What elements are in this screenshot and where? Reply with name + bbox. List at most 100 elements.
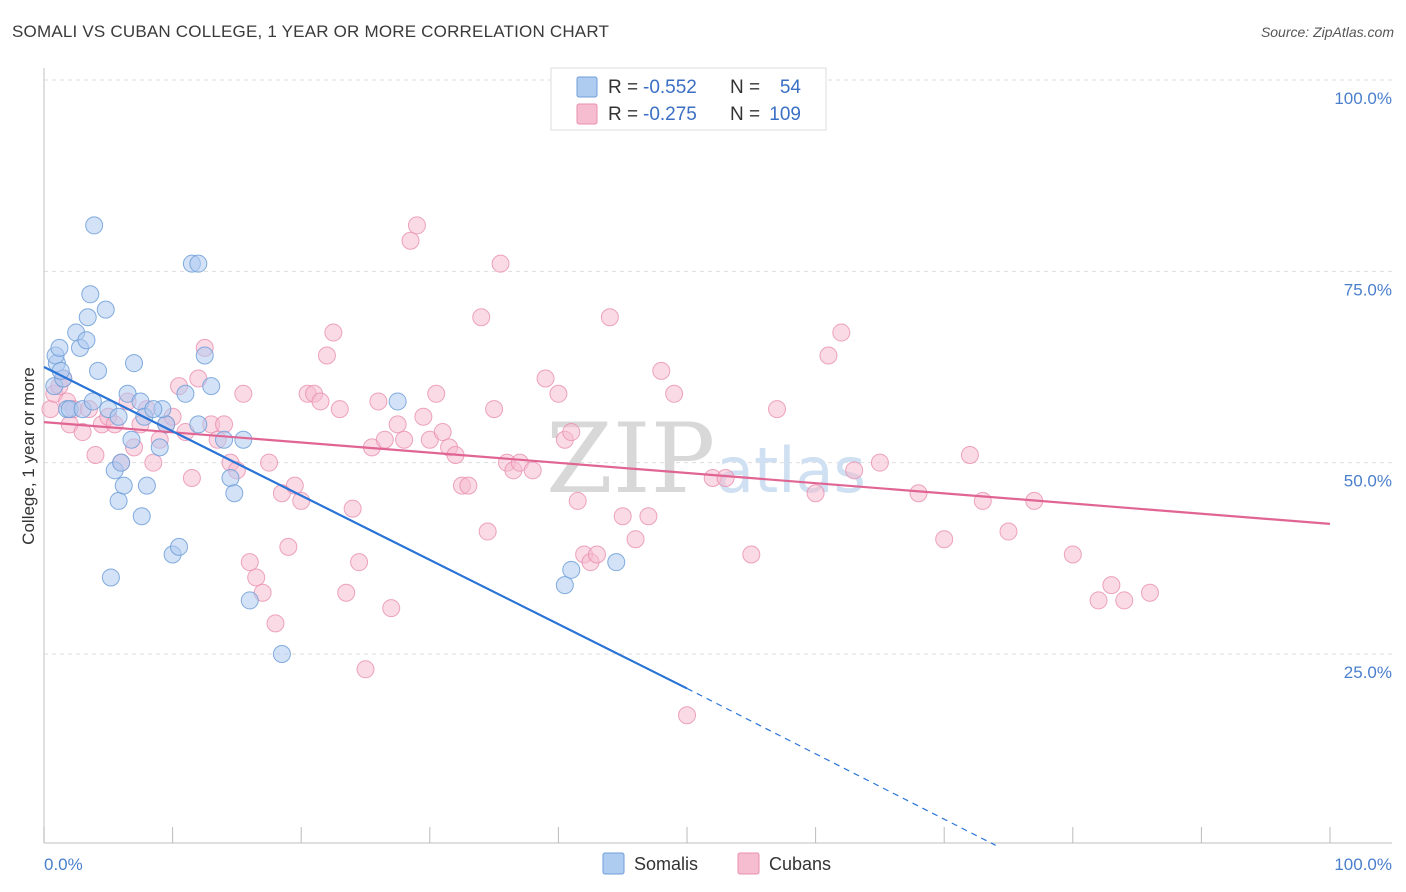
cuban-point [41, 400, 60, 419]
cuban-point [1140, 583, 1159, 602]
legend-swatch-somali [576, 76, 598, 98]
cuban-point [845, 461, 864, 480]
y-tick-label: 50.0% [1344, 472, 1392, 491]
somali-point [78, 308, 97, 327]
cuban-point [613, 507, 632, 526]
bottom-legend-swatch-somali [602, 852, 625, 875]
cuban-point [330, 400, 349, 419]
somali-point [221, 468, 240, 487]
cuban-point [485, 400, 504, 419]
somali-point [272, 645, 291, 663]
cuban-point [472, 308, 491, 327]
somali-point [607, 553, 626, 572]
cuban-point [678, 706, 696, 725]
somali-point [83, 392, 102, 411]
somali-point [125, 354, 144, 373]
somali-point [109, 491, 128, 510]
somali-point [112, 453, 131, 472]
x-tick-label: 0.0% [44, 855, 83, 874]
legend-somali-n-label: N = [730, 77, 760, 98]
cuban-point [626, 530, 645, 549]
cuban-point [536, 369, 555, 388]
somali-point [81, 285, 100, 304]
somali-point [89, 361, 108, 380]
cuban-point [870, 453, 889, 472]
cuban-point [999, 522, 1018, 541]
cuban-point [1089, 591, 1108, 610]
somali-points [45, 216, 626, 663]
somali-point [225, 484, 244, 503]
legend-cuban-r-value: -0.275 [643, 104, 697, 125]
somali-point [215, 430, 234, 449]
cuban-point [1102, 576, 1121, 595]
legend-cuban-r-label: R = [608, 104, 638, 125]
legend-somali-n-value: 54 [780, 77, 802, 98]
cuban-point [562, 423, 581, 442]
cuban-point [414, 407, 433, 426]
somali-point [51, 361, 70, 380]
cuban-point [73, 423, 92, 442]
axes [43, 68, 1392, 844]
cuban-point [832, 323, 851, 342]
cuban-point [260, 453, 279, 472]
legend-somali-r-label: R = [608, 77, 638, 98]
cuban-point [337, 583, 356, 602]
cuban-point [317, 346, 336, 365]
cuban-point [960, 446, 979, 465]
cuban-point [549, 384, 568, 403]
legend-cuban-n-value: 109 [769, 104, 801, 125]
x-ticks [43, 827, 1331, 843]
legend-somali-r-value: -0.552 [643, 77, 697, 98]
somali-point [85, 216, 104, 235]
cuban-trendline [43, 421, 1331, 525]
somali-point [170, 537, 189, 556]
somali-point [122, 430, 141, 449]
cuban-point [478, 522, 497, 541]
somali-point [562, 560, 581, 579]
cuban-point [401, 231, 420, 250]
cuban-point [639, 507, 658, 526]
cuban-point [523, 461, 542, 480]
bottom-legend-cuban: Cubans [769, 854, 831, 874]
x-tick-label: 100.0% [1334, 855, 1392, 874]
cuban-point [427, 384, 446, 403]
somali-point [176, 384, 195, 403]
cuban-point [819, 346, 838, 365]
trendlines [43, 366, 1331, 846]
somali-point [101, 568, 120, 587]
cuban-point [568, 491, 587, 510]
cuban-point [215, 415, 234, 434]
somali-point [189, 254, 208, 273]
cuban-point [935, 530, 954, 549]
legend-cuban-n-label: N = [730, 104, 760, 125]
cuban-point [716, 468, 735, 487]
cuban-point [234, 384, 253, 403]
cuban-point [433, 423, 452, 442]
cuban-point [388, 415, 407, 434]
cuban-point [343, 499, 362, 518]
somali-point [137, 476, 156, 495]
chart-source: Source: ZipAtlas.com [1260, 24, 1394, 40]
legend-swatch-cuban [576, 103, 598, 125]
cuban-point [382, 599, 401, 618]
y-tick-label: 100.0% [1334, 89, 1392, 108]
y-tick-label: 25.0% [1344, 663, 1392, 682]
somali-point [50, 338, 69, 357]
cuban-point [600, 308, 619, 327]
somali-point [77, 331, 96, 350]
bottom-legend-somali: Somalis [634, 854, 698, 874]
cuban-point [407, 216, 426, 235]
chart-title: SOMALI VS CUBAN COLLEGE, 1 YEAR OR MORE … [12, 22, 610, 41]
cuban-point [459, 476, 478, 495]
somali-point [114, 476, 133, 495]
somali-point [132, 507, 151, 526]
somali-point [202, 377, 221, 396]
cuban-point [311, 392, 330, 411]
cuban-point [356, 660, 375, 679]
bottom-legend: Somalis Cubans [602, 852, 831, 875]
cuban-point [369, 392, 388, 411]
somali-point [189, 415, 208, 434]
cuban-point [395, 430, 414, 449]
somali-trendline [43, 366, 688, 690]
